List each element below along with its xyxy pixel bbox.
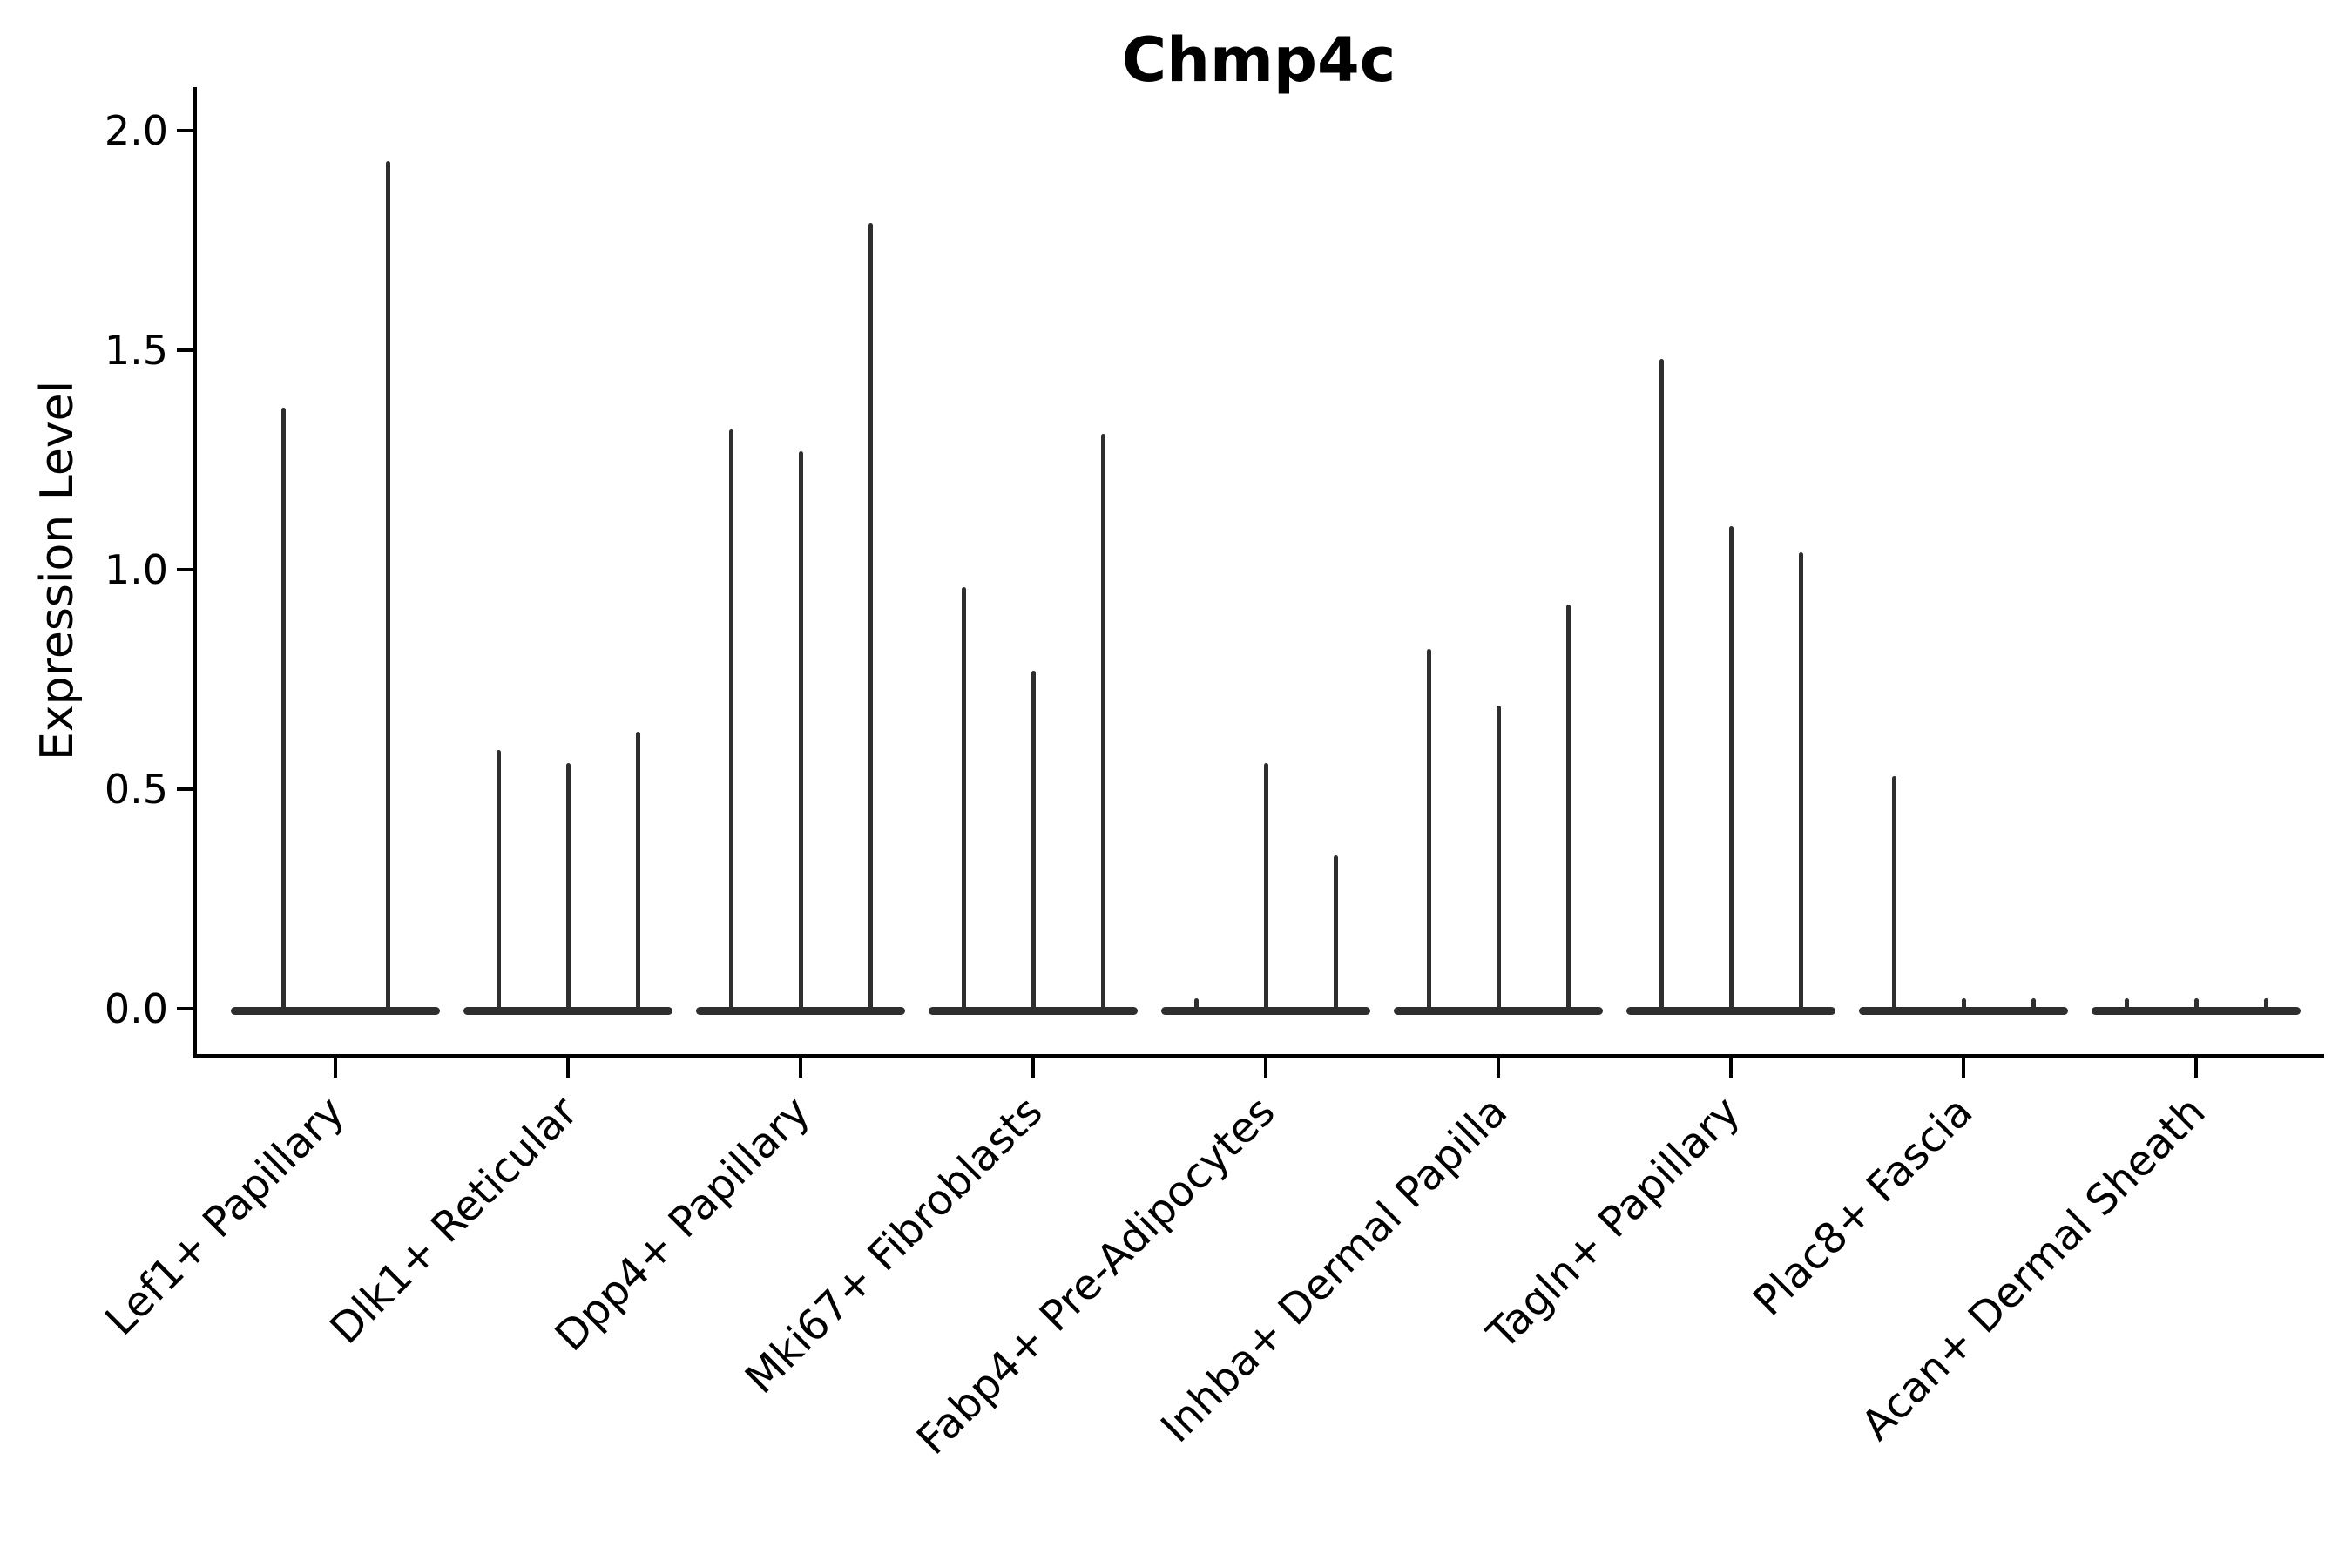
x-tick-label: Plac8+ Fascia xyxy=(1744,1087,1983,1326)
violin-spike xyxy=(729,429,733,1012)
y-tick-label: 2.0 xyxy=(104,107,168,154)
x-axis-spine xyxy=(193,1054,2324,1058)
violin-spike xyxy=(2125,998,2129,1012)
x-tick xyxy=(1497,1058,1500,1078)
y-tick-label: 1.0 xyxy=(104,546,168,593)
violin-spike xyxy=(1497,706,1501,1012)
violin-spike xyxy=(2264,998,2268,1012)
violin-spike xyxy=(497,749,501,1012)
y-tick xyxy=(177,1007,194,1010)
violin-spike xyxy=(1892,775,1896,1012)
violin-spike xyxy=(1729,525,1734,1012)
x-tick xyxy=(566,1058,570,1078)
violin-spike xyxy=(1334,855,1338,1012)
x-tick-label: Tagln+ Papillary xyxy=(1477,1087,1750,1359)
violin-base xyxy=(231,1007,440,1015)
y-tick-label: 0.0 xyxy=(104,985,168,1032)
y-tick xyxy=(177,568,194,571)
x-tick-label: Dpp4+ Papillary xyxy=(545,1087,820,1362)
x-tick-label: Lef1+ Papillary xyxy=(96,1087,355,1345)
violin-spike xyxy=(2031,998,2036,1012)
violin-spike xyxy=(1194,998,1199,1012)
x-tick xyxy=(799,1058,802,1078)
chart-title: Chmp4c xyxy=(1121,24,1396,96)
x-tick xyxy=(334,1058,337,1078)
violin-spike xyxy=(1962,998,1966,1012)
x-tick-label: Dlk1+ Reticular xyxy=(320,1087,587,1354)
y-tick xyxy=(177,348,194,352)
violin-spike xyxy=(1659,359,1664,1012)
x-tick xyxy=(1729,1058,1733,1078)
violin-spike xyxy=(1566,605,1571,1012)
violin-spike xyxy=(1264,762,1268,1012)
violin-spike xyxy=(868,222,873,1012)
violin-spike xyxy=(1031,670,1036,1012)
violin-spike xyxy=(1799,551,1803,1012)
violin-spike xyxy=(2194,998,2199,1012)
y-tick xyxy=(177,129,194,132)
x-tick xyxy=(1031,1058,1035,1078)
y-tick xyxy=(177,787,194,791)
violin-spike xyxy=(281,407,286,1012)
y-tick-label: 0.5 xyxy=(104,766,168,813)
x-tick xyxy=(2194,1058,2198,1078)
violin-spike xyxy=(636,732,640,1012)
x-tick xyxy=(1962,1058,1965,1078)
violin-spike xyxy=(799,450,803,1012)
violin-spike xyxy=(962,587,966,1012)
violin-spike xyxy=(1101,433,1105,1012)
y-tick-label: 1.5 xyxy=(104,327,168,374)
violin-spike xyxy=(386,161,390,1012)
violin-spike xyxy=(566,762,571,1012)
x-tick xyxy=(1264,1058,1267,1078)
y-axis-spine xyxy=(193,87,197,1058)
y-axis-label: Expression Level xyxy=(31,380,84,761)
violin-spike xyxy=(1427,648,1431,1012)
